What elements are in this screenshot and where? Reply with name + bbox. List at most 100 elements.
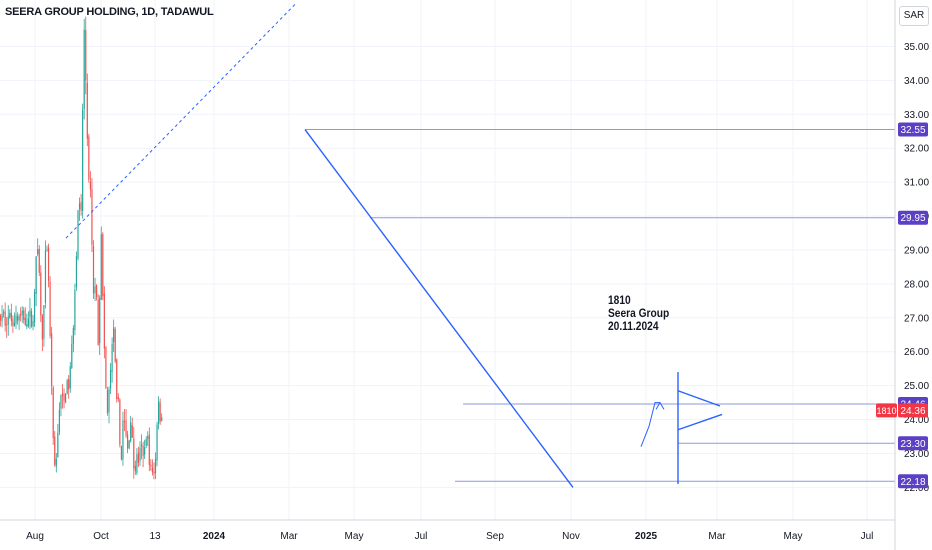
candle-body <box>120 446 122 460</box>
level-badge <box>898 436 928 451</box>
candle-body <box>137 452 140 463</box>
y-tick-label: 32.00 <box>904 144 929 155</box>
candle-body <box>71 343 73 368</box>
candle-body <box>100 234 102 300</box>
y-tick-label: 35.00 <box>904 42 929 53</box>
currency-button[interactable]: SAR <box>899 6 929 26</box>
trend-drawings <box>65 1 723 488</box>
candle-body <box>6 324 8 326</box>
candle-body <box>26 324 28 327</box>
x-tick-label: 2024 <box>203 531 226 542</box>
candle-body <box>78 203 81 210</box>
candle-body <box>4 311 6 326</box>
candle-body <box>74 289 76 331</box>
arrow-head-icon <box>655 401 665 410</box>
level-badge-label: 32.55 <box>900 125 925 136</box>
candle-body <box>58 409 60 433</box>
y-tick-label: 29.00 <box>904 245 929 256</box>
candle-body <box>21 310 23 315</box>
candle-body <box>116 359 118 399</box>
candle-body <box>16 315 19 321</box>
candle-body <box>23 310 25 320</box>
candle-body <box>89 181 91 190</box>
candle-body <box>122 420 124 460</box>
candle-body <box>30 311 33 327</box>
x-tick-label: Jul <box>861 531 874 542</box>
candle-body <box>136 454 138 473</box>
candle-body <box>49 281 51 336</box>
annotation-line-symbol: 1810 <box>608 293 631 307</box>
level-badge <box>898 474 928 489</box>
candle-body <box>159 402 161 422</box>
horizontal-levels <box>305 129 895 482</box>
descending-trendline <box>304 129 574 488</box>
x-tick-label: 13 <box>149 531 161 542</box>
candle-body <box>99 297 101 344</box>
candle-body <box>140 444 143 447</box>
candle-body <box>60 395 62 409</box>
candle-body <box>148 434 150 465</box>
candle-body <box>130 422 132 442</box>
candle-body <box>83 29 85 110</box>
candle-body <box>145 439 147 446</box>
candle-body <box>147 436 149 439</box>
candle-body <box>20 314 22 316</box>
last-price-value: 24.36 <box>900 406 925 417</box>
candle-body <box>43 305 45 339</box>
candle-body <box>69 366 71 389</box>
candle-body <box>41 315 43 340</box>
x-tick-label: May <box>784 531 803 542</box>
candle-body <box>18 316 20 321</box>
candle-body <box>139 447 141 461</box>
candle-body <box>7 316 9 325</box>
candle-body <box>150 464 152 467</box>
time-axis[interactable]: Aug Oct 13 2024 Mar May Jul Sep Nov 2025 Mar May Jul <box>0 519 895 542</box>
y-tick-label: 23.00 <box>904 449 929 460</box>
candle-body <box>72 327 74 344</box>
projection-path <box>640 402 660 447</box>
candle-body <box>37 249 39 255</box>
candle-body <box>108 389 110 413</box>
price-axis[interactable]: 22.00 23.00 24.00 25.00 26.00 27.00 28.00 29.00… <box>894 0 929 550</box>
level-badge <box>898 122 928 137</box>
level-badge-label: 29.95 <box>900 213 925 224</box>
candle-body <box>86 82 88 139</box>
candle-body <box>154 458 157 474</box>
candle-body <box>151 467 153 473</box>
candle-body <box>119 399 121 445</box>
level-badge <box>898 210 928 225</box>
last-price-badge <box>898 403 928 418</box>
candle-body <box>34 291 36 323</box>
candle-body <box>15 315 17 324</box>
annotation-line-name: Seera Group <box>608 306 670 320</box>
pennant-upper-line <box>677 390 721 407</box>
candle-body <box>32 320 34 327</box>
x-tick-label: Nov <box>562 531 580 542</box>
candle-body <box>106 389 109 414</box>
candle-body <box>91 189 93 245</box>
candle-body <box>27 318 29 327</box>
candle-body <box>114 328 116 362</box>
y-tick-label: 25.00 <box>904 381 929 392</box>
x-tick-label: Sep <box>486 531 504 542</box>
candle-body <box>117 397 119 400</box>
candle-body <box>55 458 57 467</box>
x-tick-label: Oct <box>93 531 109 542</box>
candle-body <box>142 445 144 457</box>
candle-body <box>12 318 14 326</box>
candle-body <box>111 343 113 372</box>
candle-body <box>88 136 90 180</box>
y-tick-label: 22.00 <box>904 483 929 494</box>
candle-body <box>113 327 115 343</box>
y-tick-label: 33.00 <box>904 110 929 121</box>
y-tick-label: 31.00 <box>904 178 929 189</box>
candle-body <box>46 249 48 251</box>
candle-body <box>9 312 11 318</box>
candle-body <box>77 210 79 259</box>
pennant-lower-line <box>677 413 723 431</box>
candle-body <box>161 417 163 421</box>
candle-body <box>125 420 127 436</box>
candle-body <box>82 109 84 211</box>
dashed-trendline <box>65 1 298 239</box>
